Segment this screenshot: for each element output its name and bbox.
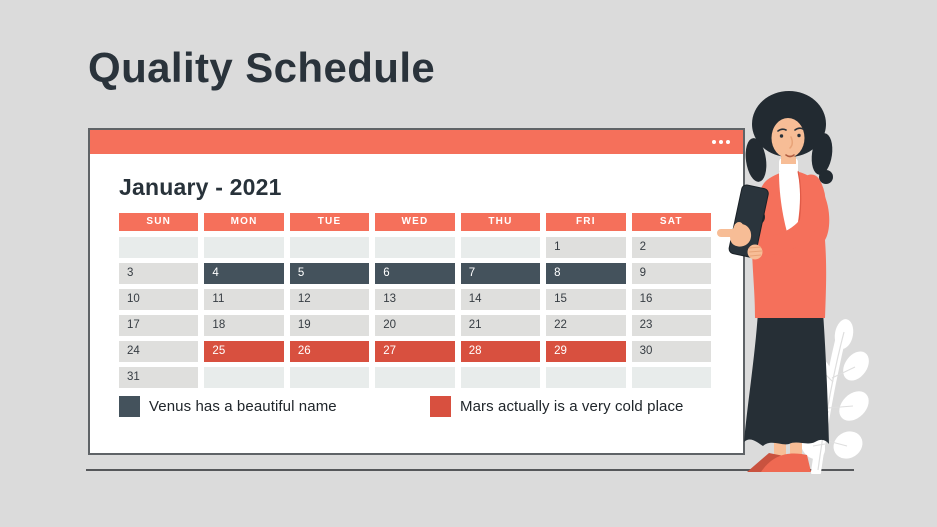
calendar-empty-cell [460,237,541,258]
calendar-day-cell[interactable]: 28 [460,341,541,362]
calendar-day-cell[interactable]: 1 [546,237,626,258]
calendar-day-cell[interactable]: 5 [289,263,370,284]
calendar-day-cell[interactable]: 19 [289,315,370,336]
window-titlebar [90,130,743,154]
calendar-empty-cell [119,237,199,258]
weekday-header: FRI [546,213,626,231]
woman-pointing-illustration [717,91,869,474]
weekday-header: SUN [119,213,199,231]
calendar-day-cell[interactable]: 26 [289,341,370,362]
calendar-day-cell[interactable]: 30 [631,341,711,362]
legend-item-mars: Mars actually is a very cold place [430,396,684,417]
calendar-day-cell[interactable]: 7 [460,263,541,284]
calendar-day-cell[interactable]: 11 [204,289,284,310]
calendar-day-cell[interactable]: 23 [631,315,711,336]
page-title: Quality Schedule [88,44,436,91]
legend-swatch-dark [119,396,140,417]
calendar-day-cell[interactable]: 29 [546,341,626,362]
month-title: January - 2021 [119,174,282,200]
calendar-day-cell[interactable]: 18 [204,315,284,336]
calendar-day-cell[interactable]: 14 [460,289,541,310]
face [769,104,809,158]
jacket-sleeve [741,174,826,256]
calendar-day-cell[interactable]: 27 [375,341,455,362]
legend-label-venus: Venus has a beautiful name [149,398,337,415]
calendar-day-cell[interactable]: 21 [460,315,541,336]
gripping-hand [747,244,763,260]
legend-item-venus: Venus has a beautiful name [119,396,430,417]
calendar-empty-cell [204,237,284,258]
calendar-day-cell[interactable]: 22 [546,315,626,336]
weekday-header: SAT [631,213,711,231]
calendar-day-cell[interactable]: 2 [631,237,711,258]
dot [726,140,730,144]
calendar-day-cell[interactable]: 16 [631,289,711,310]
dot [719,140,723,144]
calendar-day-cell[interactable]: 8 [546,263,626,284]
calendar-day-cell[interactable]: 13 [375,289,455,310]
calendar-window: January - 2021 SUN MON TUE WED THU FRI SAT 1 2 3 4… [88,128,745,455]
skirt [744,312,829,446]
calendar-grid: SUN MON TUE WED THU FRI SAT 1 2 3 4 5 6 7 8 9 10 11 12 13 14… [119,213,711,388]
dot [712,140,716,144]
calendar-empty-cell [204,367,284,388]
calendar-empty-cell [546,367,626,388]
calendar-day-cell[interactable]: 24 [119,341,199,362]
calendar-day-cell[interactable]: 10 [119,289,199,310]
calendar-empty-cell [375,237,455,258]
legend-label-mars: Mars actually is a very cold place [460,398,684,415]
calendar-day-cell[interactable]: 12 [289,289,370,310]
calendar-day-cell[interactable]: 9 [631,263,711,284]
calendar-day-cell[interactable]: 17 [119,315,199,336]
calendar-empty-cell [460,367,541,388]
calendar-day-cell[interactable]: 6 [375,263,455,284]
weekday-header: TUE [289,213,370,231]
calendar-empty-cell [289,237,370,258]
weekday-header: MON [204,213,284,231]
calendar-day-cell[interactable]: 20 [375,315,455,336]
calendar-day-cell[interactable]: 3 [119,263,199,284]
weekday-header: WED [375,213,455,231]
calendar-day-cell[interactable]: 15 [546,289,626,310]
calendar-empty-cell [375,367,455,388]
calendar-empty-cell [289,367,370,388]
calendar-day-cell[interactable]: 25 [204,341,284,362]
window-menu-dots-icon[interactable] [712,140,730,144]
shoes [747,453,811,472]
calendar-day-cell[interactable]: 4 [204,263,284,284]
legend-swatch-red [430,396,451,417]
weekday-header: THU [460,213,541,231]
legend: Venus has a beautiful name Mars actually… [119,396,743,417]
calendar-empty-cell [631,367,711,388]
calendar-day-cell[interactable]: 31 [119,367,199,388]
floor-line [86,469,854,471]
pointing-hand [717,222,752,247]
